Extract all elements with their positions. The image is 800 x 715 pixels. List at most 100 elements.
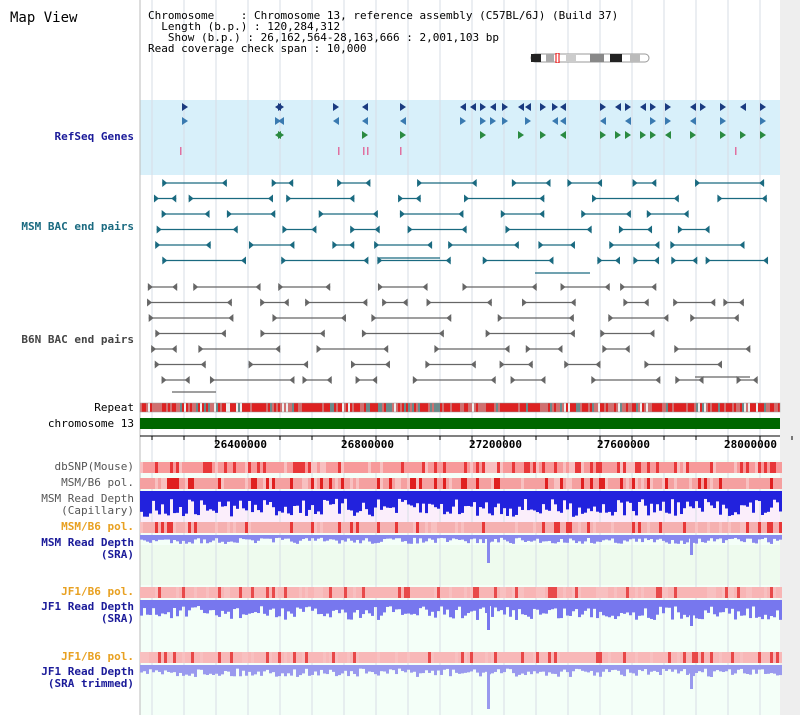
pol-cell bbox=[656, 587, 659, 598]
pol-cell bbox=[641, 462, 644, 473]
bac-end-glyph bbox=[644, 360, 650, 369]
repeat-segment bbox=[332, 403, 334, 412]
pol-cell bbox=[146, 478, 149, 489]
bac-end-glyph bbox=[633, 256, 639, 265]
bac-end-glyph bbox=[600, 329, 606, 338]
repeat-segment bbox=[556, 403, 558, 412]
pol-cell bbox=[242, 462, 245, 473]
pol-cell bbox=[533, 522, 536, 533]
pol-cell bbox=[167, 522, 170, 533]
depth-bar bbox=[323, 600, 326, 617]
depth-bar bbox=[671, 665, 674, 672]
repeat-segment bbox=[390, 403, 392, 412]
pol-cell bbox=[398, 522, 401, 533]
pol-cell bbox=[182, 522, 185, 533]
depth-bar bbox=[374, 600, 377, 608]
gene-glyph bbox=[740, 103, 746, 111]
depth-bar bbox=[746, 665, 749, 674]
pol-cell bbox=[473, 587, 476, 598]
repeat-segment bbox=[190, 403, 192, 412]
pol-cell bbox=[173, 462, 176, 473]
pol-cell bbox=[740, 652, 743, 663]
pol-cell bbox=[281, 462, 284, 473]
repeat-segment bbox=[182, 403, 184, 412]
gene-glyph bbox=[760, 103, 766, 111]
pol-cell bbox=[371, 587, 374, 598]
repeat-segment bbox=[324, 403, 326, 412]
bac-end-glyph bbox=[248, 241, 254, 249]
depth-bar bbox=[572, 665, 575, 672]
msm-bac-track-label[interactable]: MSM BAC end pairs bbox=[21, 220, 134, 233]
bac-end-glyph bbox=[655, 376, 661, 384]
depth-bar bbox=[287, 600, 290, 612]
repeat-segment bbox=[656, 403, 658, 412]
pol-cell bbox=[542, 462, 545, 473]
repeat-segment bbox=[526, 403, 528, 412]
pol-cell bbox=[521, 478, 524, 489]
depth-bar bbox=[707, 491, 710, 503]
depth-bar bbox=[263, 535, 266, 539]
pol-cell bbox=[239, 462, 242, 473]
pol-cell bbox=[518, 478, 521, 489]
refseq-track-label[interactable]: RefSeq Genes bbox=[54, 130, 134, 143]
bac-end-glyph bbox=[448, 241, 454, 249]
pol-cell bbox=[599, 652, 602, 663]
pol-cell bbox=[641, 478, 644, 489]
pol-cell bbox=[230, 462, 233, 473]
depth-bar bbox=[521, 491, 524, 510]
pol-cell bbox=[377, 478, 380, 489]
depth-bar bbox=[245, 535, 248, 540]
depth-bar bbox=[539, 600, 542, 615]
depth-bar bbox=[251, 535, 254, 541]
depth-bar bbox=[377, 665, 380, 676]
pol-cell bbox=[203, 462, 206, 473]
repeat-segment bbox=[592, 403, 594, 412]
depth-bar bbox=[605, 491, 608, 513]
msm-b6-pol-sra-label: MSM/B6 pol. bbox=[61, 520, 134, 533]
depth-bar bbox=[683, 600, 686, 615]
pol-cell bbox=[386, 478, 389, 489]
repeat-segment bbox=[572, 403, 574, 412]
pol-cell bbox=[416, 652, 419, 663]
depth-bar bbox=[254, 535, 257, 544]
depth-bar bbox=[674, 600, 677, 607]
bac-end-glyph bbox=[289, 376, 295, 384]
pol-cell bbox=[758, 522, 761, 533]
depth-bar bbox=[677, 535, 680, 544]
depth-bar bbox=[740, 600, 743, 616]
pol-cell bbox=[440, 522, 443, 533]
bac-end-glyph bbox=[673, 194, 679, 203]
depth-bar bbox=[482, 600, 485, 608]
depth-bar bbox=[521, 665, 524, 674]
pol-cell bbox=[515, 652, 518, 663]
depth-bar bbox=[608, 535, 611, 541]
pol-cell bbox=[272, 587, 275, 598]
pol-cell bbox=[692, 478, 695, 489]
pol-cell bbox=[500, 478, 503, 489]
pol-cell bbox=[458, 587, 461, 598]
depth-bar bbox=[500, 600, 503, 611]
depth-bar bbox=[221, 491, 224, 507]
pol-cell bbox=[584, 522, 587, 533]
repeat-segment bbox=[518, 403, 520, 412]
pol-cell bbox=[452, 652, 455, 663]
pol-cell bbox=[482, 652, 485, 663]
repeat-segment bbox=[670, 403, 672, 412]
depth-bar bbox=[749, 600, 752, 619]
pol-cell bbox=[446, 652, 449, 663]
pol-cell bbox=[584, 478, 587, 489]
pol-cell bbox=[182, 652, 185, 663]
pol-cell bbox=[428, 462, 431, 473]
repeat-segment bbox=[544, 403, 546, 412]
repeat-segment bbox=[196, 403, 198, 412]
pol-cell bbox=[665, 587, 668, 598]
pol-cell bbox=[398, 587, 401, 598]
depth-bar bbox=[353, 491, 356, 516]
chromosome-ideogram[interactable] bbox=[530, 53, 650, 63]
pol-cell bbox=[212, 652, 215, 663]
b6n-bac-track-label[interactable]: B6N BAC end pairs bbox=[21, 333, 134, 346]
pol-cell bbox=[293, 522, 296, 533]
pol-cell bbox=[257, 478, 260, 489]
depth-bar bbox=[713, 535, 716, 542]
